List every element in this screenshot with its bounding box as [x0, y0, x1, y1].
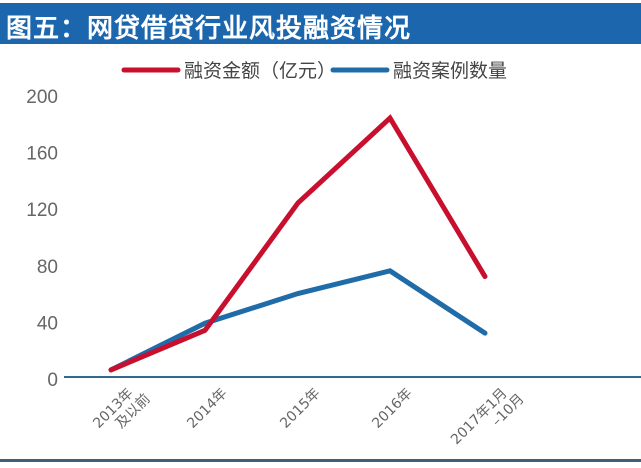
x-tick-label-line: 2015年	[277, 385, 323, 431]
series-line-0	[108, 114, 488, 373]
x-tick-label: 2017年1月–10月	[448, 385, 528, 448]
x-tick-label-line: 2014年	[184, 385, 230, 431]
x-tick-label: 2014年	[184, 385, 230, 431]
x-tick-label: 2015年	[277, 385, 323, 431]
y-tick-label: 120	[26, 200, 58, 221]
legend-label: 融资案例数量	[393, 60, 507, 82]
legend-label: 融资金额（亿元）	[184, 60, 336, 82]
x-tick-label: 2016年	[369, 385, 415, 431]
y-tick-label: 80	[37, 257, 58, 278]
y-tick-label: 160	[26, 144, 58, 165]
title-bar: 图五：网贷借贷行业风投融资情况	[0, 3, 641, 44]
chart-title: 图五：网贷借贷行业风投融资情况	[6, 14, 412, 44]
bottom-divider	[0, 459, 641, 462]
y-tick-label: 200	[26, 87, 58, 108]
y-tick-label: 40	[37, 313, 58, 334]
series-line-1	[108, 268, 488, 373]
y-tick-label: 0	[47, 370, 58, 391]
x-tick-label-line: 2016年	[369, 385, 415, 431]
